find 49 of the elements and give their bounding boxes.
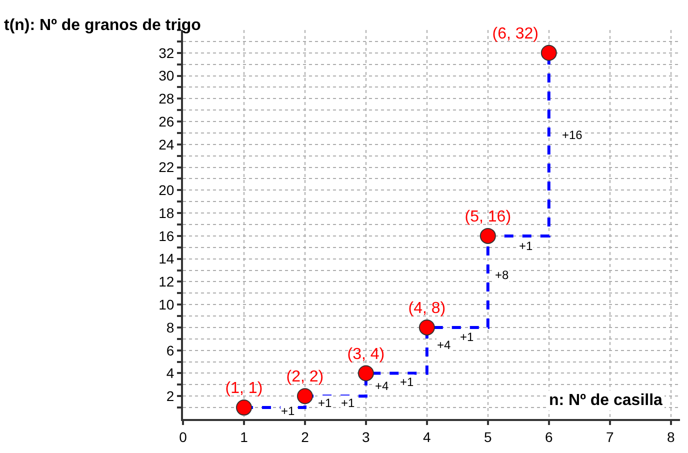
data-label: (1, 1)	[225, 380, 263, 398]
data-label: (4, 8)	[408, 300, 446, 318]
point	[540, 44, 557, 61]
x-tick-label: 3	[362, 428, 370, 445]
data-label: (5, 16)	[464, 208, 512, 226]
y-tick-label: 6	[166, 342, 174, 358]
point	[480, 228, 496, 244]
y-tick-label: 30	[158, 68, 174, 84]
y-tick-label: 24	[158, 136, 174, 152]
annotation: +1	[281, 404, 296, 418]
annotation: +1	[519, 239, 534, 253]
data-label: (3, 4)	[347, 346, 385, 363]
y-tick-label: 26	[158, 113, 174, 130]
annotation: +1	[341, 396, 356, 410]
data-label: (6, 32)	[492, 26, 539, 43]
y-tick-label: 8	[166, 319, 174, 336]
y-axis-title: t(n): Nº de granos de trigo	[4, 17, 202, 34]
y-tick-label: 2	[166, 388, 174, 404]
x-tick-label: 0	[179, 428, 188, 445]
y-tick-label: 10	[158, 296, 174, 312]
point	[236, 400, 252, 416]
x-tick-label: 7	[606, 428, 614, 445]
y-tick-label: 4	[166, 365, 174, 382]
x-tick-label: 5	[484, 428, 492, 445]
data-label: (2, 2)	[286, 368, 324, 386]
y-tick-label: 18	[158, 204, 174, 221]
x-tick-label: 8	[666, 428, 675, 445]
y-tick-label: 32	[158, 44, 174, 61]
annotation: +16	[562, 128, 583, 142]
y-tick-label: 14	[158, 250, 174, 267]
annotation: +4	[375, 379, 390, 393]
annotation: +1	[460, 330, 474, 344]
point	[296, 388, 313, 404]
x-axis-title: n: Nº de casilla	[549, 392, 663, 409]
x-tick-label: 4	[423, 428, 432, 445]
y-tick-label: 22	[158, 159, 174, 176]
annotation: +1	[400, 375, 414, 389]
point	[358, 365, 374, 382]
point	[418, 319, 435, 336]
annotation: +8	[495, 268, 510, 282]
annotation: +4	[437, 338, 452, 352]
y-tick-label: 28	[158, 90, 174, 107]
y-tick-label: 20	[158, 182, 174, 198]
y-tick-label: 12	[158, 274, 174, 290]
x-tick-label: 2	[301, 428, 310, 445]
annotation: +1	[318, 396, 332, 410]
x-tick-label: 1	[240, 428, 248, 445]
y-tick-label: 16	[158, 228, 174, 244]
x-tick-label: 6	[544, 428, 553, 445]
